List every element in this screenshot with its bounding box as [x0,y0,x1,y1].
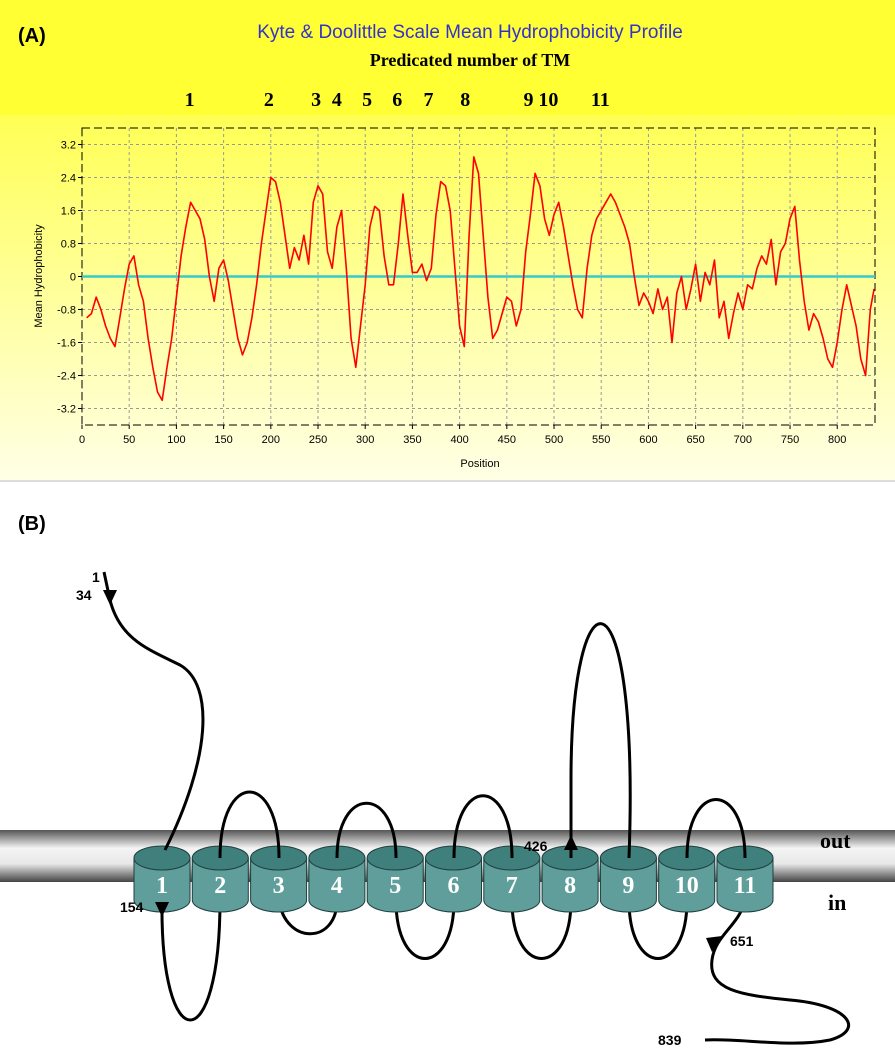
x-tick-label: 50 [123,434,135,446]
y-tick-label: 0.8 [61,239,76,251]
y-axis-label: Mean Hydrophobicity [33,224,45,328]
residue-label: 154 [120,899,144,915]
helix-body [716,857,774,913]
x-tick-label: 250 [309,434,327,446]
x-tick-label: 650 [686,434,704,446]
tm-label: 8 [460,89,470,111]
panel-label: (A) [18,25,46,47]
arrow [706,936,722,952]
helix-body [250,857,308,913]
y-tick-label: -1.6 [57,338,76,350]
helix-label: 6 [448,873,460,899]
x-tick-label: 450 [498,434,516,446]
tm-label: 3 [311,89,321,111]
tm-label: 10 [538,89,558,111]
y-tick-label: -3.2 [57,404,76,416]
residue-label: 1 [92,569,100,585]
loop [160,899,222,1022]
loop [569,622,632,859]
residue-label: 426 [524,838,548,854]
residue-label: 34 [76,587,92,603]
helix-label: 1 [156,873,168,899]
helix-body [191,857,249,913]
loop [510,899,573,960]
arrow [103,590,117,605]
tm-label: 4 [332,89,342,111]
tm-label: 5 [362,89,372,111]
helix-body [541,857,599,913]
tm-label: 7 [423,89,433,111]
data-line [86,156,875,402]
chart-subtitle: Predicated number of TM [370,50,571,70]
panel-label: (B) [18,513,46,535]
x-tick-label: 200 [262,434,280,446]
helix-body [425,857,482,913]
helix-body [308,857,366,913]
helix-body [483,857,541,913]
x-axis-label: Position [460,458,499,470]
y-tick-label: 1.6 [61,206,76,218]
x-tick-label: 550 [592,434,610,446]
helix-label: 11 [734,873,757,899]
loop [452,794,514,859]
n-terminus [102,571,205,851]
loop [394,899,456,960]
plot-area: -3.2 -2.4 -1.6 -0.8 0 0.8 1.6 2.4 3.2 0 50 100 150 20… [57,127,876,446]
tm-label: 6 [392,89,402,111]
tm-label: 11 [591,89,610,111]
header-band [0,0,895,115]
y-tick-label: 2.4 [61,173,76,185]
x-tick-label: 500 [545,434,563,446]
helix-label: 9 [622,873,634,899]
tm-label: 9 [524,89,534,111]
helix-label: 4 [331,873,343,899]
loop [335,801,398,859]
loop [685,798,747,859]
helix-label: 3 [273,873,285,899]
helix-label: 7 [506,873,518,899]
helix-label: 8 [564,873,576,899]
side-label: out [820,828,851,853]
x-tick-label: 300 [356,434,374,446]
residue-label: 651 [730,933,754,949]
y-tick-label: -2.4 [57,371,76,383]
tm-label: 2 [264,89,274,111]
arrow [155,902,169,917]
helix-body [658,857,716,913]
loop [218,790,281,859]
helix-body [366,857,424,913]
x-tick-label: 150 [214,434,232,446]
helix-label: 5 [389,873,401,899]
x-tick-label: 0 [79,434,85,446]
x-tick-label: 400 [450,434,468,446]
side-label: in [828,890,846,915]
x-tick-label: 350 [403,434,421,446]
helix-body [599,857,657,913]
x-tick-label: 600 [639,434,657,446]
x-tick-label: 750 [781,434,799,446]
tm-label: 1 [185,89,195,111]
chart-title: Kyte & Doolittle Scale Mean Hydrophobici… [257,22,683,43]
x-tick-label: 800 [828,434,846,446]
panel-b: (B) 1 2 3 4 5 6 7 8 9 10 11 1 34 154 426 651 839 o… [0,513,895,1048]
x-tick-label: 700 [734,434,752,446]
y-tick-label: 0 [70,272,76,284]
c-terminus [704,899,851,1045]
helix-label: 2 [214,873,226,899]
panel-a: (A) Kyte & Doolittle Scale Mean Hydropho… [0,0,895,482]
helix-label: 10 [675,873,699,899]
y-tick-label: 3.2 [61,140,76,152]
residue-label: 839 [658,1032,682,1048]
loop [627,899,689,960]
loop [277,899,339,936]
helix-top [133,845,191,871]
arrow [564,835,578,850]
x-tick-label: 100 [167,434,185,446]
y-tick-label: -0.8 [57,305,76,317]
